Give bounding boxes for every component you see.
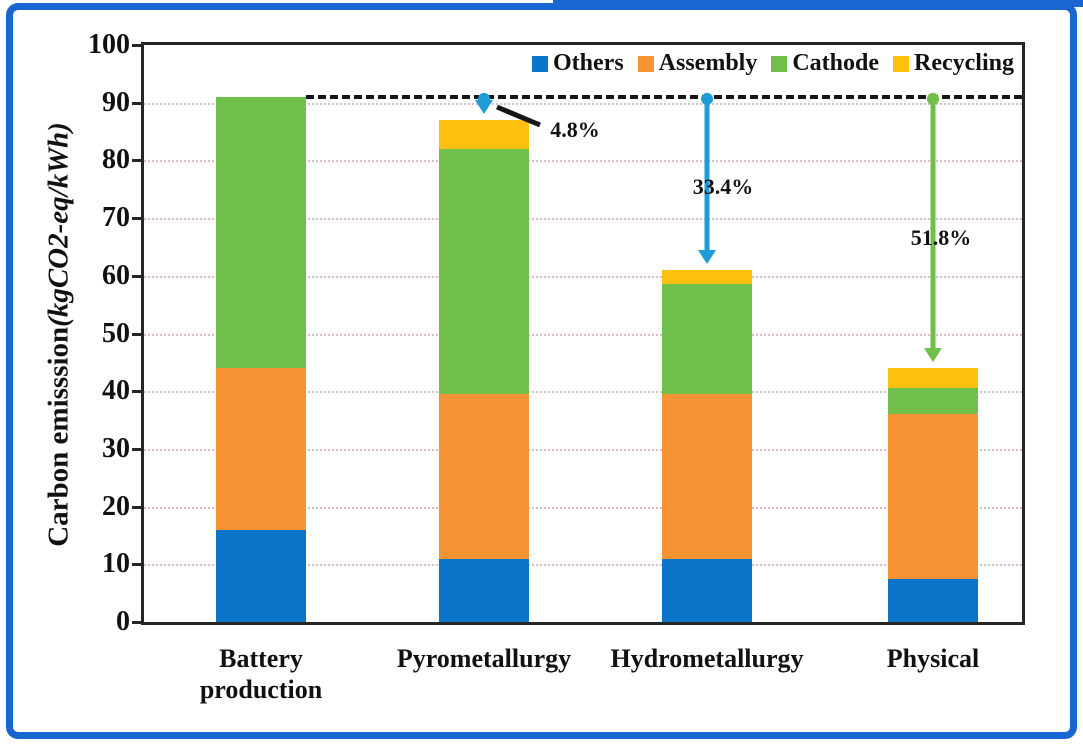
gridline-60 [144,275,1022,278]
gridline-90 [144,102,1022,105]
y-tick-label-40: 40 [102,375,130,407]
gridline-10 [144,564,1022,567]
bar-segment-others-1 [216,529,306,622]
bar-segment-cathode-1 [216,96,306,369]
bar-segment-assembly-1 [216,368,306,530]
legend-swatch-assembly-icon [637,55,654,72]
bar-segment-others-3 [662,558,752,622]
y-tick-label-50: 50 [102,317,130,349]
y-tick-mark-0 [132,621,141,624]
legend-swatch-cathode-icon [771,55,788,72]
y-tick-label-30: 30 [102,432,130,464]
gridline-80 [144,160,1022,163]
y-tick-mark-90 [132,101,141,105]
frame-top-notch [553,0,1083,7]
legend-item-others: Others [532,50,624,77]
annotation-label-2: 33.4% [692,174,754,199]
y-tick-label-100: 100 [88,29,130,60]
arrowhead-icon-3 [924,348,942,363]
legend-label-cathode: Cathode [792,50,880,76]
bar-segment-assembly-3 [662,394,752,559]
bar-segment-recycling-3 [662,270,752,285]
y-tick-mark-40 [132,390,141,394]
plot-area: Others Assembly Cathode Recycling 4.8% 33.4% 5… [141,42,1025,625]
bar-segment-recycling-4 [888,368,978,389]
annotation-label-1: 4.8% [550,117,600,142]
y-tick-label-70: 70 [102,202,130,234]
y-tick-mark-60 [132,274,141,278]
x-category-label-3: Hydrometallurgy [610,644,804,673]
bar-segment-others-4 [888,578,978,622]
y-tick-mark-100 [132,44,141,47]
bar-segment-cathode-2 [439,148,529,395]
x-category-label-2: Pyrometallurgy [396,644,572,673]
gridline-50 [144,333,1022,336]
gridline-40 [144,391,1022,394]
y-tick-mark-80 [132,159,141,163]
gridline-20 [144,506,1022,509]
x-category-label-1: Battery production [199,644,323,704]
y-tick-mark-50 [132,332,141,336]
annotation-label-3: 51.8% [910,225,972,250]
legend-label-assembly: Assembly [658,50,758,76]
y-tick-label-20: 20 [102,490,130,522]
bar-segment-assembly-2 [439,394,529,559]
legend-label-others: Others [553,50,624,76]
legend: Others Assembly Cathode Recycling [532,50,1014,77]
legend-label-recycling: Recycling [914,50,1014,76]
y-tick-label-90: 90 [102,86,130,118]
legend-item-recycling: Recycling [893,50,1014,77]
y-tick-label-0: 0 [116,606,130,637]
y-tick-mark-70 [132,217,141,221]
bar-segment-assembly-4 [888,414,978,579]
y-tick-label-80: 80 [102,144,130,176]
bar-segment-recycling-2 [439,120,529,149]
reference-dashed-line [306,94,1022,99]
y-tick-label-10: 10 [102,548,130,580]
gridline-30 [144,448,1022,451]
bar-segment-others-2 [439,558,529,622]
y-tick-label-60: 60 [102,259,130,291]
legend-item-cathode: Cathode [771,50,879,77]
legend-item-assembly: Assembly [637,50,758,77]
y-tick-mark-30 [132,447,141,451]
y-tick-mark-10 [132,563,141,567]
legend-swatch-others-icon [532,55,549,72]
bar-segment-cathode-4 [888,388,978,415]
y-tick-mark-20 [132,505,141,509]
bar-segment-cathode-3 [662,284,752,395]
gridline-70 [144,218,1022,221]
x-category-label-4: Physical [886,644,980,673]
legend-swatch-recycling-icon [893,55,910,72]
arrowhead-icon-2 [698,250,716,265]
